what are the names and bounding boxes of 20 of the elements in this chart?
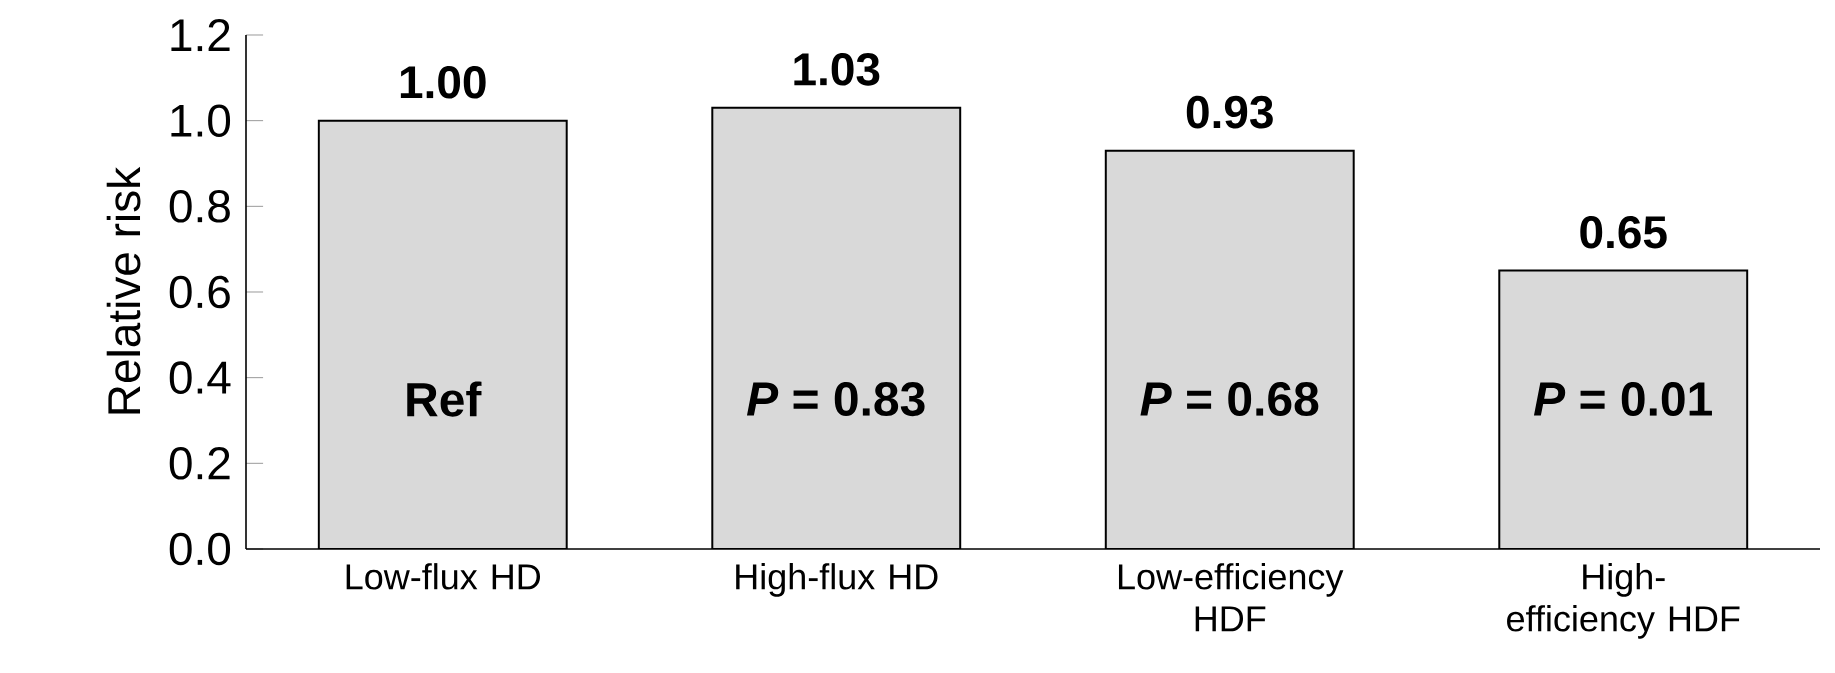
y-tick-label: 0.2 (169, 447, 230, 480)
y-tick-label: 1.2 (171, 18, 230, 52)
annotation: P = 0.68 (1140, 382, 1319, 417)
y-tick-label: 0.6 (169, 275, 230, 309)
data-label: 1.00 (400, 65, 486, 99)
data-label: 1.03 (794, 53, 880, 86)
data-label: 0.65 (1580, 215, 1667, 249)
data-label: 0.93 (1186, 95, 1273, 129)
annotation: Ref (407, 381, 482, 417)
x-tick-label: High-efficiency HDF (1507, 563, 1740, 639)
y-tick-label: 1.0 (171, 104, 231, 137)
y-axis-title: Relative risk (106, 166, 141, 414)
y-tick-label: 0.8 (169, 190, 230, 223)
annotation: P = 0.01 (1533, 382, 1712, 417)
annotation: P = 0.83 (746, 382, 925, 417)
y-tick-label: 0.0 (169, 532, 231, 566)
x-tick-label: Low-flux HD (346, 563, 541, 590)
x-tick-label: Low-efficiency HDF (1118, 563, 1344, 632)
x-tick-label: High-flux HD (736, 563, 938, 597)
y-tick-label: 0.4 (169, 361, 231, 394)
